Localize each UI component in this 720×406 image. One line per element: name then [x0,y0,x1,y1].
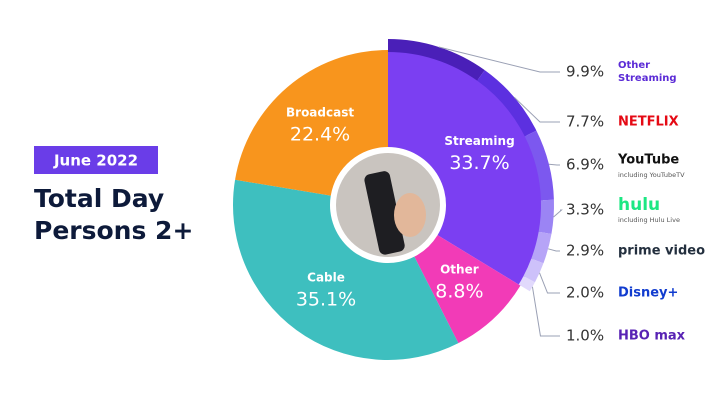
ring-segment [538,199,554,235]
leader-line [539,272,560,294]
ring-segment [518,276,535,292]
brand-label: HBO max [618,329,686,344]
leader-line [548,163,560,166]
donut-slice [232,179,459,360]
ring-segment [477,70,537,137]
slice-label: Other [440,262,479,276]
brand-label: hulu [618,195,660,215]
leader-line [513,96,560,123]
slice-label: Broadcast [286,105,354,119]
slice-label: Streaming [444,134,514,148]
slice-value-label: 35.1% [296,288,356,310]
donut-slice [414,235,521,344]
ring-segment [524,130,554,201]
slice-value-label: 8.8% [435,280,483,302]
breakdown-value-label: 1.0% [566,327,604,345]
leader-line [547,248,560,252]
ring-segment [531,231,552,264]
leader-line [553,209,563,218]
breakdown-value-label: 9.9% [566,63,604,81]
leader-line [531,286,560,337]
breakdown-value-label: 2.0% [566,284,604,302]
leader-line [438,46,560,73]
brand-label: NETFLIX [618,115,679,130]
chart-subtitle: June 2022 [53,152,138,170]
remote [364,171,405,255]
hand [394,193,426,237]
brand-label: prime video [618,244,705,259]
slice-value-label: 22.4% [290,123,350,145]
breakdown-value-label: 2.9% [566,242,604,260]
ring-segment [388,39,485,81]
slice-label: Cable [307,270,345,284]
donut-slice [388,50,543,286]
breakdown-value-label: 3.3% [566,201,604,219]
breakdown-value-label: 7.7% [566,113,604,131]
date-badge [34,146,158,174]
slice-value-label: 33.7% [449,152,509,174]
brand-label: Other Streaming [618,60,677,84]
brand-sublabel: including Hulu Live [618,216,680,224]
brand-label: Disney+ [618,286,678,301]
breakdown-value-label: 6.9% [566,156,604,174]
brand-label: YouTube [617,153,679,168]
brand-sublabel: including YouTubeTV [618,171,685,179]
donut-slice [235,50,388,196]
ring-segment [523,258,544,283]
chart-title: Total Day Persons 2+ [34,184,193,245]
